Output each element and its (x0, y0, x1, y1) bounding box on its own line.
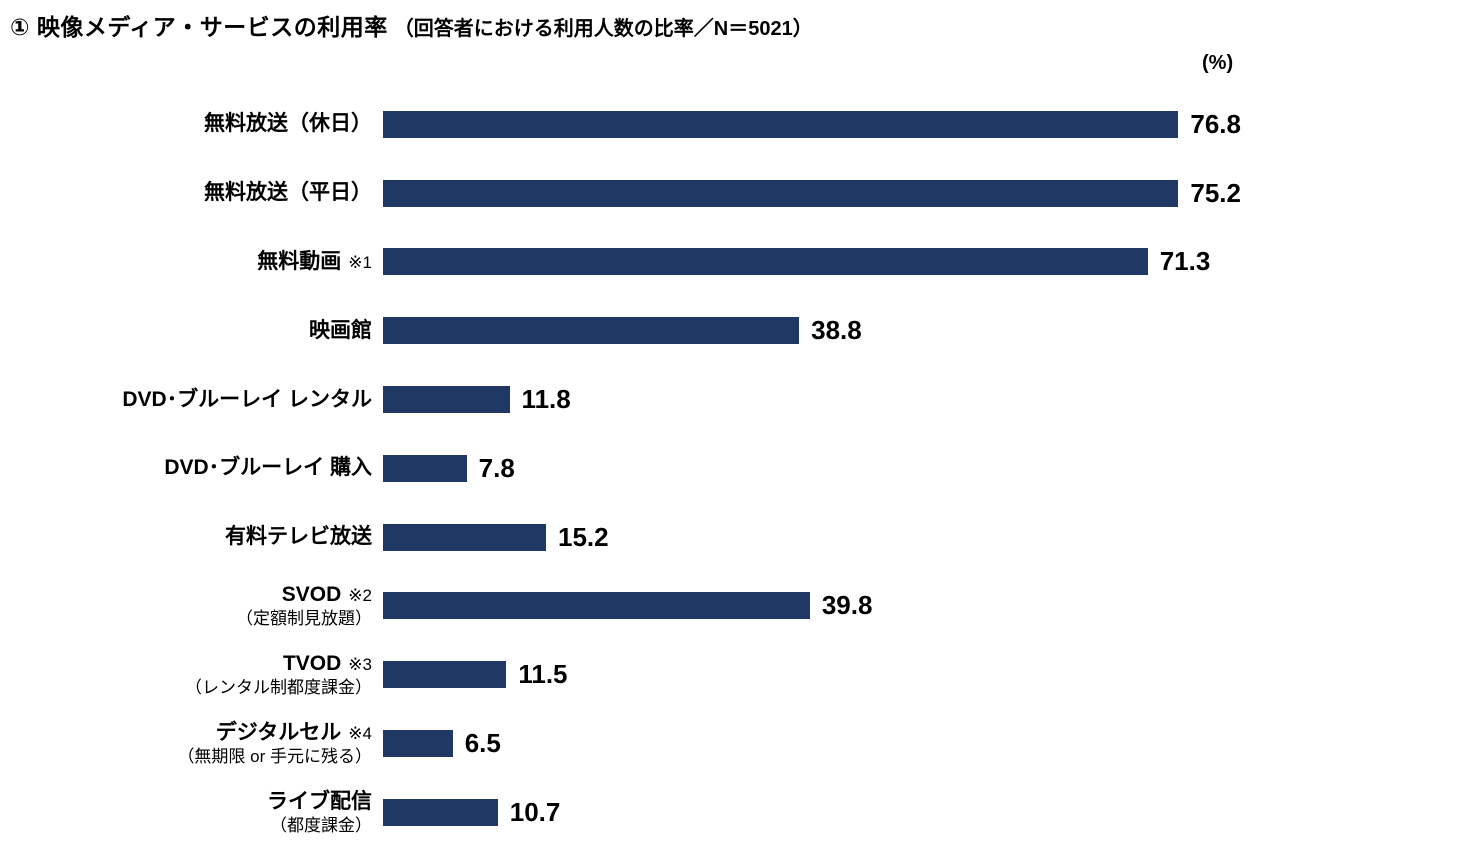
bar-track: 15.2 (383, 522, 1241, 553)
chart-row: 無料放送（休日） 76.8 (0, 90, 1469, 159)
chart-row: ライブ配信 （都度課金） 10.7 (0, 778, 1469, 847)
row-bar-area: 76.8 (383, 109, 1469, 140)
bar-track: 10.7 (383, 797, 1241, 828)
row-note: ※2 (348, 586, 372, 606)
page-title-main: ① 映像メディア・サービスの利用率 (10, 14, 388, 40)
bar-value-label: 15.2 (558, 521, 609, 552)
percent-unit-label: (%) (1202, 52, 1234, 74)
chart-row: TVOD ※3 （レンタル制都度課金） 11.5 (0, 640, 1469, 709)
bar-track: 75.2 (383, 178, 1241, 209)
bar-value-label: 75.2 (1190, 177, 1241, 208)
chart-row: 無料放送（平日） 75.2 (0, 159, 1469, 228)
row-label: 無料動画 (257, 249, 342, 273)
row-label: SVOD (281, 583, 342, 607)
row-label-block: SVOD ※2 （定額制見放題） (0, 583, 372, 629)
row-bar-area: 11.8 (383, 384, 1469, 415)
bar (383, 523, 547, 551)
row-label: 映画館 (309, 318, 372, 342)
row-note: ※4 (348, 723, 372, 743)
row-sublabel: （定額制見放題） (236, 609, 372, 629)
chart-row: デジタルセル ※4 （無期限 or 手元に残る） 6.5 (0, 709, 1469, 778)
chart-row: 無料動画 ※1 71.3 (0, 228, 1469, 297)
row-bar-area: 39.8 (383, 590, 1469, 621)
bar-value-label: 10.7 (509, 796, 561, 827)
bar-track: 71.3 (383, 246, 1241, 277)
bar-value-label: 11.5 (518, 659, 568, 690)
bar-value-label: 11.8 (521, 384, 571, 415)
chart-area: 無料放送（休日） 76.8 無料放送（平日） 75.2 (0, 90, 1469, 847)
row-bar-area: 38.8 (383, 315, 1469, 346)
row-label-block: 映画館 (0, 319, 372, 343)
bar (383, 317, 800, 345)
bar (383, 454, 467, 482)
bar-track: 11.8 (383, 384, 1241, 415)
row-label-block: ライブ配信 （都度課金） (0, 790, 372, 836)
row-note: ※3 (348, 654, 372, 674)
bar (383, 798, 498, 826)
bar (383, 661, 507, 689)
bar (383, 248, 1148, 276)
row-label-block: 無料動画 ※1 (0, 250, 372, 274)
row-label-block: DVD･ブルーレイ レンタル (0, 388, 372, 412)
row-sublabel: （無期限 or 手元に残る） (177, 746, 372, 766)
chart-row: 映画館 38.8 (0, 296, 1469, 365)
page-title: ① 映像メディア・サービスの利用率 （回答者における利用人数の比率／N＝5021） (10, 8, 813, 42)
row-label-block: 無料放送（休日） (0, 112, 372, 136)
row-label-block: DVD･ブルーレイ 購入 (0, 456, 372, 480)
bar-track: 38.8 (383, 315, 1241, 346)
row-sublabel: （都度課金） (270, 815, 372, 835)
bar-value-label: 39.8 (821, 590, 873, 621)
bar-track: 11.5 (383, 659, 1241, 690)
bar (383, 179, 1179, 207)
bar (383, 110, 1179, 138)
row-label: DVD･ブルーレイ レンタル (122, 387, 372, 411)
row-bar-area: 75.2 (383, 178, 1469, 209)
bar-value-label: 76.8 (1190, 108, 1241, 139)
chart-row: SVOD ※2 （定額制見放題） 39.8 (0, 572, 1469, 641)
chart-row: DVD･ブルーレイ 購入 7.8 (0, 434, 1469, 503)
row-bar-area: 10.7 (383, 797, 1469, 828)
row-label: ライブ配信 (267, 789, 372, 813)
bar-value-label: 71.3 (1159, 246, 1211, 277)
row-label: 有料テレビ放送 (225, 525, 372, 549)
bar-value-label: 38.8 (811, 315, 862, 346)
row-bar-area: 15.2 (383, 522, 1469, 553)
bar-track: 39.8 (383, 590, 1241, 621)
chart-row: 有料テレビ放送 15.2 (0, 503, 1469, 572)
bar-track: 6.5 (383, 728, 1241, 759)
row-bar-area: 11.5 (383, 659, 1469, 690)
row-label: デジタルセル (215, 720, 342, 744)
row-label-block: デジタルセル ※4 （無期限 or 手元に残る） (0, 721, 372, 767)
row-bar-area: 71.3 (383, 246, 1469, 277)
row-label: 無料放送（平日） (204, 181, 372, 205)
row-label-block: TVOD ※3 （レンタル制都度課金） (0, 652, 372, 698)
row-label: TVOD (282, 651, 342, 675)
row-bar-area: 6.5 (383, 728, 1469, 759)
bar-track: 7.8 (383, 453, 1241, 484)
chart-row: DVD･ブルーレイ レンタル 11.8 (0, 365, 1469, 434)
row-bar-area: 7.8 (383, 453, 1469, 484)
bar (383, 730, 453, 758)
bar-value-label: 7.8 (478, 452, 515, 483)
row-label-block: 無料放送（平日） (0, 181, 372, 205)
page-title-sub: （回答者における利用人数の比率／N＝5021） (393, 18, 813, 40)
bar (383, 592, 810, 620)
bar (383, 386, 510, 414)
bar-track: 76.8 (383, 109, 1241, 140)
row-label-block: 有料テレビ放送 (0, 525, 372, 549)
bar-value-label: 6.5 (464, 728, 501, 759)
row-label: 無料放送（休日） (204, 112, 372, 136)
row-label: DVD･ブルーレイ 購入 (164, 456, 372, 480)
row-sublabel: （レンタル制都度課金） (185, 678, 372, 698)
row-note: ※1 (348, 252, 372, 272)
